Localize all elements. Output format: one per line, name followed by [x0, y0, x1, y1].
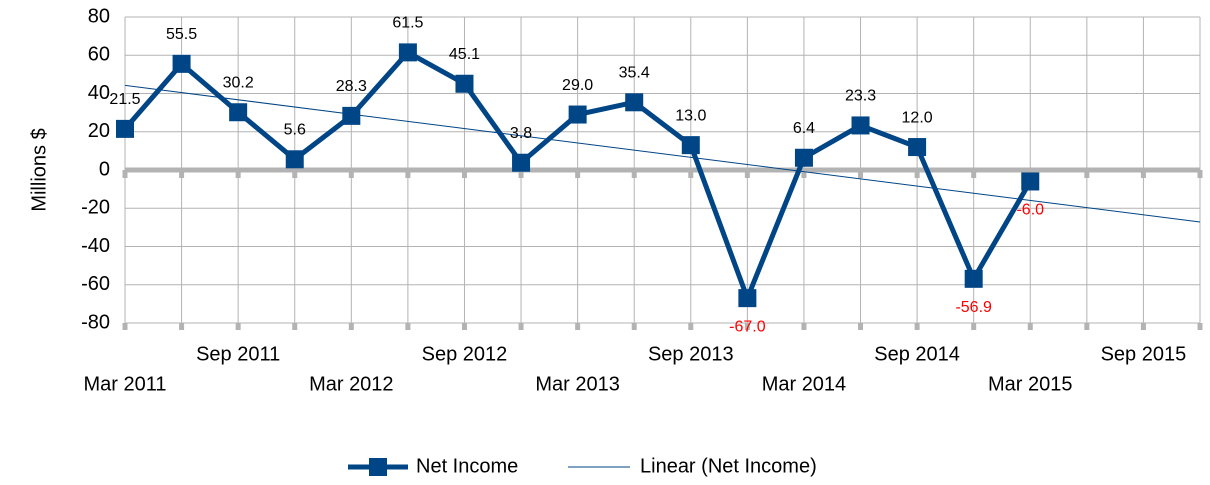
data-label: 28.3	[336, 78, 367, 95]
marker	[794, 148, 813, 167]
data-label: 61.5	[392, 15, 423, 32]
x-tick-label: Sep 2011	[196, 343, 280, 365]
data-label: 5.6	[284, 122, 306, 139]
data-label: 21.5	[109, 91, 140, 108]
marker	[964, 269, 983, 288]
marker	[455, 74, 474, 93]
marker	[229, 103, 248, 122]
y-tick-label: -80	[81, 311, 110, 333]
x-tick-label: Mar 2013	[535, 373, 620, 395]
marker	[398, 43, 417, 62]
x-tick-label: Mar 2014	[762, 373, 847, 395]
data-label: -56.9	[955, 299, 992, 316]
data-label: 55.5	[166, 26, 197, 43]
legend-marker	[369, 458, 387, 476]
data-label: 35.4	[619, 65, 650, 82]
x-tick-label: Sep 2012	[422, 343, 508, 365]
marker	[285, 150, 304, 169]
data-label: 23.3	[845, 88, 876, 105]
legend-label: Linear (Net Income)	[640, 455, 817, 477]
data-label: 6.4	[793, 120, 815, 137]
legend-label: Net Income	[416, 455, 518, 477]
marker	[512, 153, 531, 172]
y-tick-label: -60	[81, 273, 110, 295]
marker	[116, 119, 134, 138]
marker	[681, 136, 700, 155]
marker	[625, 93, 644, 112]
data-label: 13.0	[675, 107, 706, 124]
marker	[1021, 172, 1040, 191]
y-tick-label: 0	[99, 158, 110, 180]
y-tick-label: -40	[81, 235, 110, 257]
y-tick-label: 80	[88, 5, 110, 27]
data-label: 29.0	[562, 77, 593, 94]
x-tick-label: Sep 2015	[1101, 343, 1187, 365]
marker	[908, 138, 927, 157]
y-tick-label: 40	[88, 82, 110, 104]
x-tick-label: Mar 2015	[988, 373, 1073, 395]
marker	[342, 106, 361, 125]
data-label: -6.0	[1016, 202, 1044, 219]
marker	[738, 289, 757, 308]
data-label: 30.2	[223, 74, 254, 91]
data-label: 45.1	[449, 46, 480, 63]
y-axis-label: Millions $	[28, 128, 50, 211]
marker	[568, 105, 587, 124]
x-tick-label: Sep 2013	[648, 343, 734, 365]
x-tick-label: Sep 2014	[874, 343, 960, 365]
marker	[851, 116, 870, 135]
data-label: -67.0	[729, 318, 766, 335]
data-label: 3.8	[510, 125, 532, 142]
marker	[172, 54, 191, 73]
y-tick-label: 60	[88, 44, 110, 66]
x-tick-label: Mar 2012	[309, 373, 394, 395]
x-tick-label: Mar 2011	[83, 373, 166, 395]
data-label: 12.0	[902, 109, 933, 126]
y-tick-label: 20	[88, 120, 110, 142]
y-tick-label: -20	[81, 197, 110, 219]
